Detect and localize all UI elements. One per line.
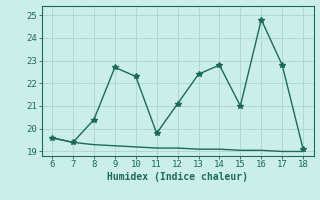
X-axis label: Humidex (Indice chaleur): Humidex (Indice chaleur) — [107, 172, 248, 182]
